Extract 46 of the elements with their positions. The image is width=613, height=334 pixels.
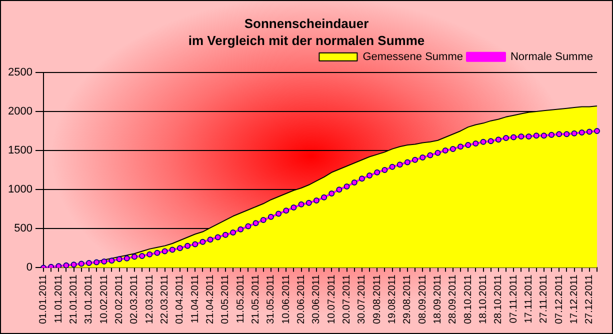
y-tick-label: 500 — [14, 222, 32, 235]
x-tick-label: 17.11.2011 — [524, 274, 535, 324]
y-tick-label: 2000 — [8, 105, 32, 118]
y-tick-label: 2500 — [8, 66, 32, 78]
x-tick-label: 27.11.2011 — [538, 274, 550, 324]
x-tick-label: 31.05.2011 — [266, 274, 277, 324]
x-tick-label: 07.11.2011 — [508, 274, 520, 324]
x-tick-label: 20.06.2011 — [296, 274, 308, 324]
x-tick-label: 01.05.2011 — [220, 274, 232, 324]
y-tick-label: 0 — [26, 262, 32, 274]
x-tick-label: 11.05.2011 — [235, 274, 246, 324]
legend-label: Normale Summe — [510, 50, 594, 63]
x-tick-label: 08.09.2011 — [417, 274, 428, 324]
x-tick-label: 01.04.2011 — [174, 274, 186, 324]
x-tick-label: 17.12.2011 — [569, 274, 580, 324]
x-tick-label: 10.06.2011 — [280, 274, 292, 324]
x-tick-label: 21.05.2011 — [250, 274, 262, 324]
y-tick-label: 1000 — [8, 184, 32, 196]
x-tick-label: 28.09.2011 — [448, 274, 459, 324]
x-tick-label: 22.03.2011 — [160, 274, 171, 324]
x-tick-label: 07.12.2011 — [554, 274, 565, 324]
x-tick-label: 20.07.2011 — [342, 274, 353, 324]
x-tick-label: 28.10.2011 — [493, 274, 504, 324]
x-tick-label: 02.03.2011 — [129, 274, 140, 324]
x-tick-label: 29.08.2011 — [402, 274, 414, 324]
x-tick-label: 11.01.2011 — [53, 274, 64, 324]
x-tick-label: 30.06.2011 — [311, 274, 322, 324]
x-tick-label: 21.01.2011 — [68, 274, 80, 324]
x-tick-label: 12.03.2011 — [144, 274, 156, 324]
x-tick-label: 01.01.2011 — [38, 274, 50, 324]
x-tick-label: 11.04.2011 — [190, 274, 201, 324]
x-tick-label: 09.08.2011 — [372, 274, 383, 324]
x-tick-label: 18.10.2011 — [478, 274, 490, 324]
x-tick-label: 20.02.2011 — [114, 274, 126, 324]
x-tick-label: 19.08.2011 — [387, 274, 398, 324]
x-tick-label: 30.07.2011 — [356, 274, 368, 324]
chart-title: Sonnenscheindauer im Vergleich mit der normalen Summe — [187, 15, 426, 49]
x-tick-label: 21.04.2011 — [205, 274, 216, 324]
x-tick-label: 10.07.2011 — [326, 274, 338, 324]
x-tick-label: 31.01.2011 — [84, 274, 95, 324]
x-tick-label: 08.10.2011 — [462, 274, 474, 324]
y-tick-label: 1500 — [8, 144, 32, 157]
legend-label: Gemessene Summe — [362, 50, 463, 63]
x-tick-label: 18.09.2011 — [432, 274, 444, 324]
x-tick-label: 10.02.2011 — [98, 274, 110, 324]
x-tick-label: 27.12.2011 — [584, 274, 596, 324]
